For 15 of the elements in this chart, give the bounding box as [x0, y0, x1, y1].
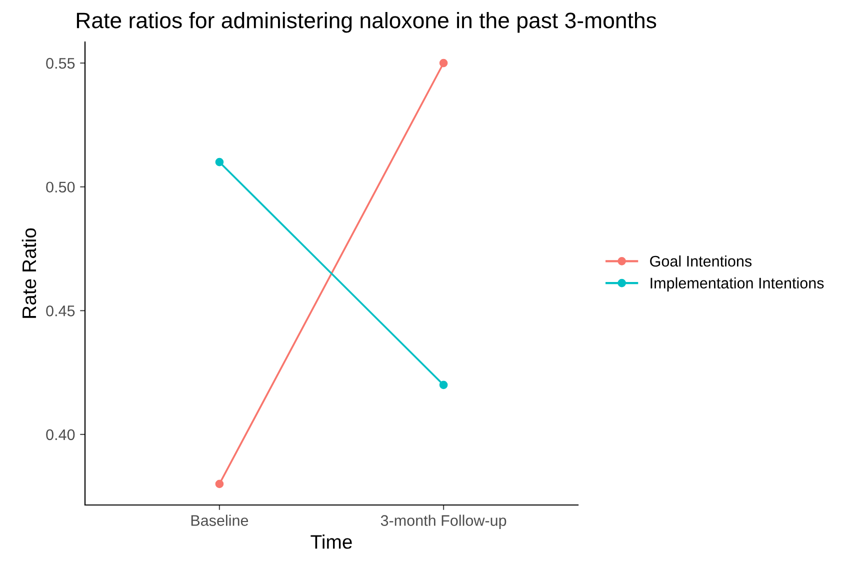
point [215, 158, 224, 166]
chart-title: Rate ratios for administering naloxone in the past 3-months [76, 12, 656, 33]
legend-label: Implementation Intentions [650, 277, 824, 292]
x-tick-label: 3-month Follow-up [380, 514, 506, 529]
point [215, 480, 224, 488]
y-tick-label: 0.40 [46, 429, 75, 440]
point [439, 380, 448, 390]
x-axis-title: Time [310, 534, 352, 549]
y-tick-label: 0.45 [46, 306, 75, 316]
y-tick-label: 0.55 [46, 58, 75, 69]
point [439, 58, 448, 68]
y-axis-title: Rate Ratio [22, 228, 36, 318]
legend-label: Goal Intentions [650, 255, 752, 267]
y-tick-label: 0.50 [46, 182, 75, 193]
x-tick-label: Baseline [191, 514, 248, 526]
